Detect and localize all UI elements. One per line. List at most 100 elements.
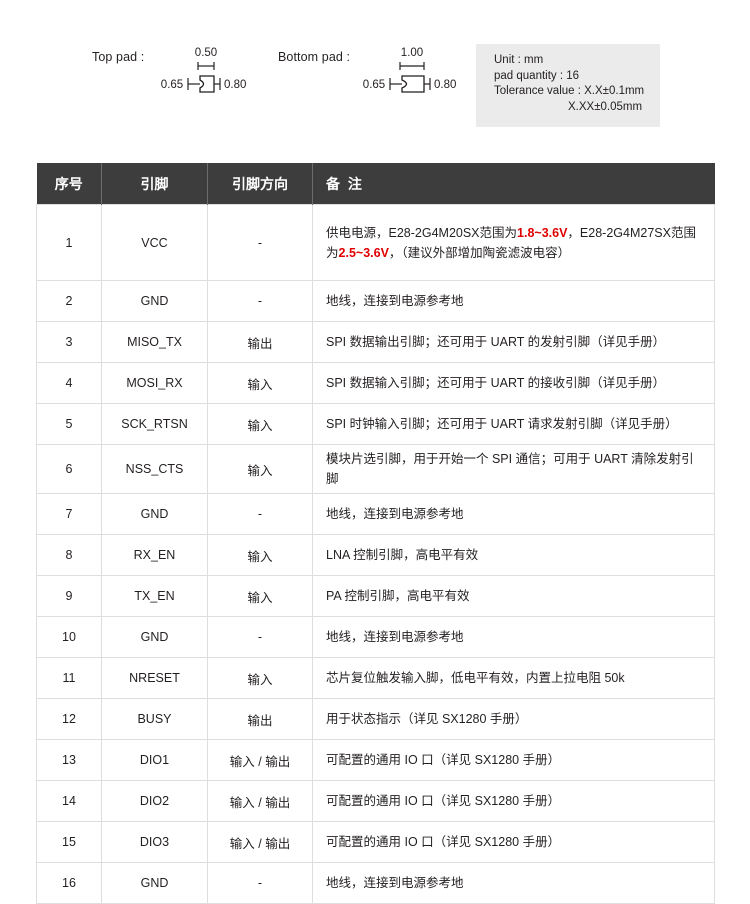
table-header: 序号 引脚 引脚方向 备 注 <box>36 163 715 205</box>
cell-remark: 模块片选引脚，用于开始一个 SPI 通信；可用于 UART 清除发射引脚 <box>312 444 715 494</box>
cell-no: 9 <box>36 575 102 617</box>
remark-text: 可配置的通用 IO 口（详见 SX1280 手册） <box>326 835 561 849</box>
table-row: 2 GND - 地线，连接到电源参考地 <box>36 280 715 322</box>
pin-definition-table: 序号 引脚 引脚方向 备 注 1 VCC - 供电电源，E28-2G4M20SX范围为… <box>36 163 715 904</box>
remark-text: 地线，连接到电源参考地 <box>326 876 464 890</box>
remark-text: 地线，连接到电源参考地 <box>326 294 464 308</box>
bottom-pad-svg: 1.00 0.65 0.80 <box>363 47 456 93</box>
cell-pin: DIO2 <box>101 780 208 822</box>
cell-pin: GND <box>101 616 208 658</box>
cell-remark: 地线，连接到电源参考地 <box>312 493 715 535</box>
top-pad-dim-top-text: 0.50 <box>195 47 217 59</box>
cell-direction: 输入 <box>207 403 313 445</box>
cell-pin: GND <box>101 862 208 904</box>
top-pad-dim-right-text: 0.80 <box>224 79 246 91</box>
cell-direction: 输入 / 输出 <box>207 739 313 781</box>
remark-text: ，E28-2G4M27SX范围为 <box>326 225 696 260</box>
remark-text: LNA 控制引脚，高电平有效 <box>326 548 479 562</box>
cell-remark: 地线，连接到电源参考地 <box>312 280 715 322</box>
cell-no: 15 <box>36 821 102 863</box>
remark-text: SPI 数据输入引脚；还可用于 UART 的接收引脚（详见手册） <box>326 376 666 390</box>
info-unit: Unit : mm <box>494 54 544 66</box>
table-row: 8 RX_EN 输入 LNA 控制引脚，高电平有效 <box>36 534 715 576</box>
table-row: 6 NSS_CTS 输入 模块片选引脚，用于开始一个 SPI 通信；可用于 UART … <box>36 444 715 494</box>
column-header-remark: 备 注 <box>312 163 715 205</box>
bottom-pad-dim-left-text: 0.65 <box>363 79 385 91</box>
remark-text: SPI 时钟输入引脚；还可用于 UART 请求发射引脚（详见手册） <box>326 417 678 431</box>
cell-remark: 可配置的通用 IO 口（详见 SX1280 手册） <box>312 821 715 863</box>
cell-pin: RX_EN <box>101 534 208 576</box>
cell-pin: BUSY <box>101 698 208 740</box>
cell-pin: GND <box>101 280 208 322</box>
cell-pin: NRESET <box>101 657 208 699</box>
cell-no: 16 <box>36 862 102 904</box>
info-pad-qty: pad quantity : 16 <box>494 69 580 82</box>
top-pad-group: Top pad : 0.50 0.65 0.80 <box>92 44 280 106</box>
cell-remark: 可配置的通用 IO 口（详见 SX1280 手册） <box>312 739 715 781</box>
remark-text: 模块片选引脚，用于开始一个 SPI 通信；可用于 UART 清除发射引脚 <box>326 452 694 486</box>
cell-no: 13 <box>36 739 102 781</box>
cell-direction: 输入 / 输出 <box>207 780 313 822</box>
cell-no: 8 <box>36 534 102 576</box>
bottom-pad-group: Bottom pad : 1.00 0.65 0.80 <box>278 44 486 106</box>
cell-pin: MISO_TX <box>101 321 208 363</box>
cell-no: 4 <box>36 362 102 404</box>
cell-remark: SPI 数据输入引脚；还可用于 UART 的接收引脚（详见手册） <box>312 362 715 404</box>
top-pad-svg: 0.50 0.65 0.80 <box>161 47 247 93</box>
table-row: 4 MOSI_RX 输入 SPI 数据输入引脚；还可用于 UART 的接收引脚（详见手… <box>36 362 715 404</box>
table-row: 10 GND - 地线，连接到电源参考地 <box>36 616 715 658</box>
bottom-pad-diagram: 1.00 0.65 0.80 <box>356 44 486 106</box>
top-pad-label: Top pad : <box>92 50 145 64</box>
remark-text: 供电电源，E28-2G4M20SX范围为 <box>326 225 518 240</box>
remark-text: 用于状态指示（详见 SX1280 手册） <box>326 712 528 726</box>
cell-direction: - <box>207 280 313 322</box>
cell-no: 2 <box>36 280 102 322</box>
table-row: 15 DIO3 输入 / 输出 可配置的通用 IO 口（详见 SX1280 手册） <box>36 821 715 863</box>
cell-direction: - <box>207 204 313 281</box>
remark-text: 芯片复位触发输入脚，低电平有效，内置上拉电阻 50k <box>326 671 625 685</box>
cell-remark: SPI 时钟输入引脚；还可用于 UART 请求发射引脚（详见手册） <box>312 403 715 445</box>
cell-remark: 可配置的通用 IO 口（详见 SX1280 手册） <box>312 780 715 822</box>
remark-text: ，（建议外部增加陶瓷滤波电容） <box>388 245 571 260</box>
info-tolerance-2: X.XX±0.05mm <box>568 100 643 113</box>
column-header-pin: 引脚 <box>101 163 208 205</box>
cell-direction: 输出 <box>207 321 313 363</box>
cell-direction: - <box>207 616 313 658</box>
table-row: 9 TX_EN 输入 PA 控制引脚，高电平有效 <box>36 575 715 617</box>
table-row: 14 DIO2 输入 / 输出 可配置的通用 IO 口（详见 SX1280 手册） <box>36 780 715 822</box>
cell-direction: 输入 / 输出 <box>207 821 313 863</box>
bottom-pad-dim-right-text: 0.80 <box>434 79 456 91</box>
cell-direction: 输入 <box>207 444 313 494</box>
cell-remark: 地线，连接到电源参考地 <box>312 616 715 658</box>
column-header-no: 序号 <box>36 163 102 205</box>
table-header-row: 序号 引脚 引脚方向 备 注 <box>36 163 715 205</box>
cell-remark: LNA 控制引脚，高电平有效 <box>312 534 715 576</box>
top-pad-dim-left-text: 0.65 <box>161 79 183 91</box>
remark-highlight: 1.8~3.6V <box>517 225 568 240</box>
cell-pin: DIO3 <box>101 821 208 863</box>
spec-info-box: Unit : mm pad quantity : 16 Tolerance va… <box>476 44 660 127</box>
cell-pin: GND <box>101 493 208 535</box>
cell-no: 10 <box>36 616 102 658</box>
table-row: 5 SCK_RTSN 输入 SPI 时钟输入引脚；还可用于 UART 请求发射引脚（详… <box>36 403 715 445</box>
cell-no: 5 <box>36 403 102 445</box>
bottom-pad-label: Bottom pad : <box>278 50 351 64</box>
remark-text: 可配置的通用 IO 口（详见 SX1280 手册） <box>326 794 561 808</box>
cell-pin: TX_EN <box>101 575 208 617</box>
cell-no: 11 <box>36 657 102 699</box>
cell-remark: SPI 数据输出引脚；还可用于 UART 的发射引脚（详见手册） <box>312 321 715 363</box>
cell-direction: 输入 <box>207 362 313 404</box>
cell-no: 7 <box>36 493 102 535</box>
table-row: 13 DIO1 输入 / 输出 可配置的通用 IO 口（详见 SX1280 手册） <box>36 739 715 781</box>
remark-highlight: 2.5~3.6V <box>338 245 389 260</box>
cell-direction: 输出 <box>207 698 313 740</box>
table-row: 7 GND - 地线，连接到电源参考地 <box>36 493 715 535</box>
cell-direction: - <box>207 493 313 535</box>
bottom-pad-dim-top-text: 1.00 <box>401 47 423 59</box>
cell-direction: - <box>207 862 313 904</box>
top-pad-diagram: 0.50 0.65 0.80 <box>150 44 280 106</box>
table-row: 16 GND - 地线，连接到电源参考地 <box>36 862 715 904</box>
cell-pin: MOSI_RX <box>101 362 208 404</box>
cell-direction: 输入 <box>207 657 313 699</box>
cell-no: 14 <box>36 780 102 822</box>
